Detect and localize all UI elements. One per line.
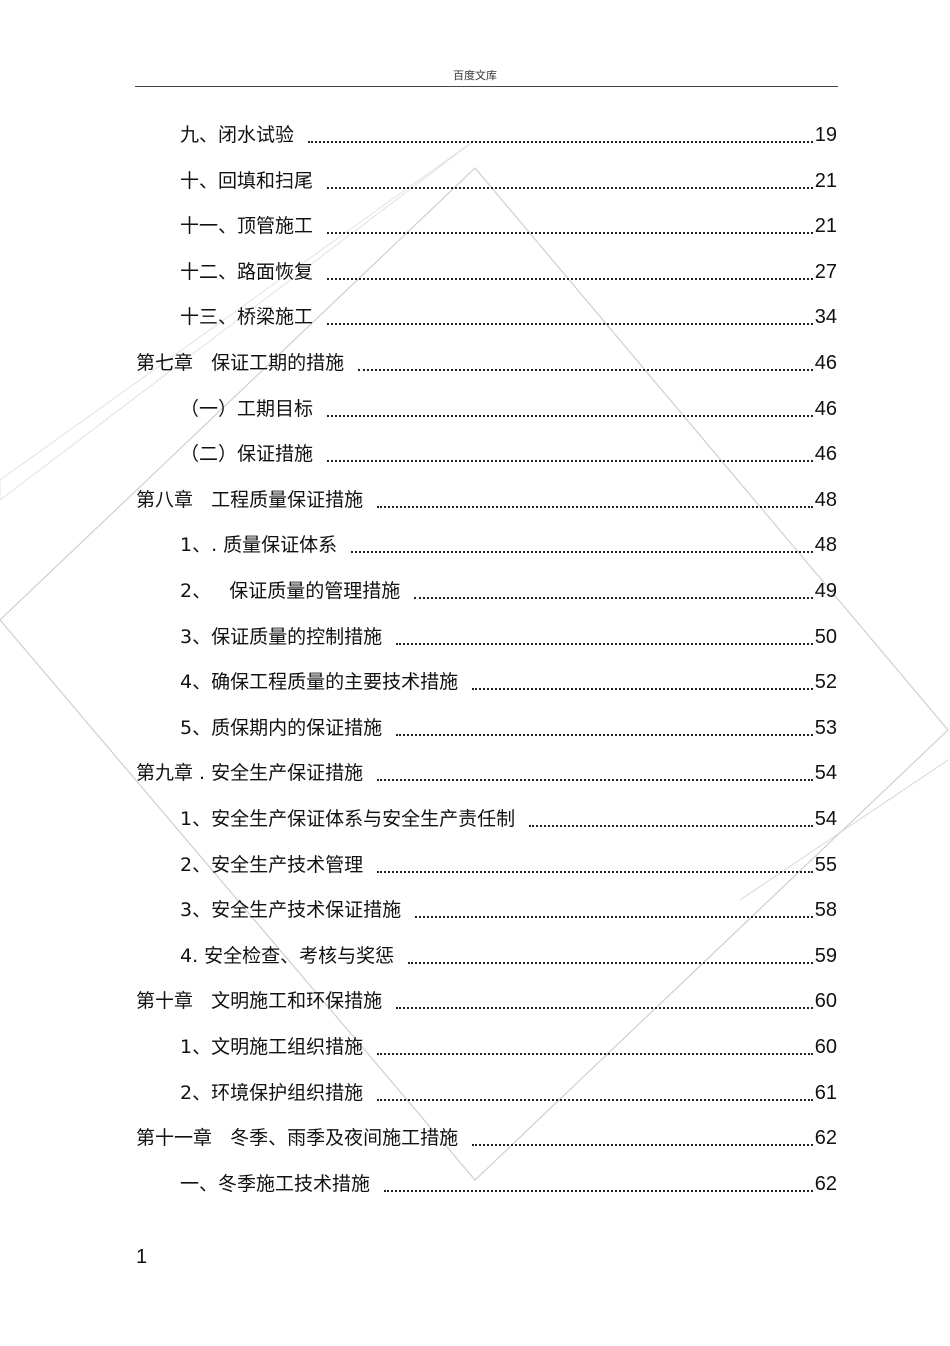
toc-entry[interactable]: 1、安全生产保证体系与安全生产责任制 54 — [180, 804, 837, 834]
toc-entry-page: 49 — [814, 580, 837, 602]
toc-entry-label: 十一、顶管施工 — [180, 215, 314, 238]
toc-entry-page: 50 — [814, 625, 837, 648]
toc-entry-page: 54 — [814, 762, 837, 785]
toc-entry-label: （二）保证措施 — [180, 443, 314, 466]
toc-entry[interactable]: 2、环境保护组织措施 61 — [180, 1078, 837, 1108]
toc-entry-label: 一、冬季施工技术措施 — [180, 1172, 371, 1195]
toc-entry[interactable]: 一、冬季施工技术措施 62 — [180, 1169, 837, 1199]
toc-entry-label: 5、质保期内的保证措施 — [180, 716, 383, 739]
toc-entry-page: 21 — [814, 169, 837, 192]
toc-entry-label: 十、回填和扫尾 — [180, 169, 314, 192]
toc-entry-label: 第十一章 冬季、雨季及夜间施工措施 — [136, 1127, 459, 1150]
toc-entry-page: 34 — [814, 306, 837, 329]
toc-entry-page: 27 — [814, 260, 837, 283]
toc-entry-label: 4、确保工程质量的主要技术措施 — [180, 671, 459, 694]
toc-entry-page: 59 — [814, 944, 837, 967]
toc-entry-page: 53 — [814, 716, 837, 739]
dot-leader — [415, 916, 813, 919]
toc-entry[interactable]: 十三、桥梁施工 34 — [180, 302, 837, 332]
dot-leader — [472, 688, 813, 691]
dot-leader — [472, 1144, 813, 1147]
toc-entry[interactable]: 1、. 质量保证体系 48 — [180, 530, 837, 560]
dot-leader — [327, 232, 813, 235]
toc-entry-page: 61 — [814, 1081, 837, 1104]
dot-leader — [408, 961, 813, 964]
toc-entry[interactable]: 第九章 . 安全生产保证措施 54 — [136, 758, 837, 788]
toc-entry-page: 19 — [814, 124, 837, 146]
toc-entry-label: 第十章 文明施工和环保措施 — [136, 990, 383, 1013]
toc-entry[interactable]: （二）保证措施 46 — [180, 439, 837, 469]
dot-leader — [351, 551, 813, 554]
toc-entry-page: 54 — [814, 808, 837, 830]
toc-entry-page: 62 — [814, 1127, 837, 1150]
dot-leader — [327, 186, 813, 189]
dot-leader — [529, 825, 813, 827]
dot-leader — [384, 1189, 813, 1192]
toc-entry[interactable]: 第七章 保证工期的措施 46 — [136, 348, 837, 378]
dot-leader — [414, 597, 813, 599]
toc-entry-label: 2、环境保护组织措施 — [180, 1081, 364, 1104]
toc-entry-label: 3、保证质量的控制措施 — [180, 625, 383, 648]
dot-leader — [396, 733, 813, 736]
header-rule — [135, 86, 838, 87]
toc-entry-label: 3、安全生产技术保证措施 — [180, 899, 402, 922]
toc-entry-label: 2、 保证质量的管理措施 — [180, 580, 401, 602]
toc-entry[interactable]: 5、质保期内的保证措施 53 — [180, 713, 837, 743]
toc-entry[interactable]: 十、回填和扫尾 21 — [180, 166, 837, 196]
dot-leader — [377, 1053, 813, 1055]
dot-leader — [358, 369, 813, 371]
toc-entry-page: 52 — [814, 671, 837, 694]
toc-entry-page: 46 — [814, 397, 837, 420]
toc-entry-page: 55 — [814, 853, 837, 876]
dot-leader — [396, 642, 813, 645]
dot-leader — [327, 460, 813, 463]
toc-entry[interactable]: 第十章 文明施工和环保措施 60 — [136, 986, 837, 1016]
page-number: 1 — [136, 1246, 148, 1268]
toc-entry[interactable]: 2、安全生产技术管理 55 — [180, 850, 837, 880]
dot-leader — [377, 870, 813, 873]
toc-entry[interactable]: 4. 安全检查、考核与奖惩 59 — [180, 941, 837, 971]
toc-entry-page: 46 — [814, 352, 837, 374]
toc-entry-label: 1、文明施工组织措施 — [180, 1036, 364, 1058]
toc-entry-page: 60 — [814, 990, 837, 1013]
toc-entry-page: 62 — [814, 1172, 837, 1195]
toc-entry[interactable]: 九、闭水试验 19 — [180, 120, 837, 150]
toc-entry[interactable]: 3、安全生产技术保证措施 58 — [180, 895, 837, 925]
toc-entry-label: 1、安全生产保证体系与安全生产责任制 — [180, 808, 516, 830]
dot-leader — [377, 505, 813, 508]
toc-entry-label: 十二、路面恢复 — [180, 260, 314, 283]
dot-leader — [327, 323, 813, 326]
toc-entry-label: （一）工期目标 — [180, 397, 314, 420]
toc-entry-label: 第七章 保证工期的措施 — [136, 352, 345, 374]
toc-entry-label: 1、. 质量保证体系 — [180, 534, 338, 557]
toc-entry-page: 46 — [814, 443, 837, 466]
toc-entry-label: 九、闭水试验 — [180, 124, 295, 146]
toc-entry-page: 48 — [814, 488, 837, 511]
toc-entry-label: 2、安全生产技术管理 — [180, 853, 364, 876]
toc-entry-page: 48 — [814, 534, 837, 557]
toc-entry[interactable]: 1、文明施工组织措施 60 — [180, 1032, 837, 1062]
toc-entry-label: 第九章 . 安全生产保证措施 — [136, 762, 364, 785]
toc-entry[interactable]: 4、确保工程质量的主要技术措施 52 — [180, 667, 837, 697]
dot-leader — [327, 277, 813, 280]
dot-leader — [308, 141, 813, 143]
toc-entry[interactable]: 十一、顶管施工 21 — [180, 211, 837, 241]
toc-entry[interactable]: 第八章 工程质量保证措施 48 — [136, 485, 837, 515]
page-header: 百度文库 — [453, 69, 497, 82]
toc-entry-label: 4. 安全检查、考核与奖惩 — [180, 944, 395, 967]
dot-leader — [396, 1007, 813, 1010]
toc-entry-page: 21 — [814, 215, 837, 238]
toc-entry[interactable]: （一）工期目标 46 — [180, 394, 837, 424]
toc-entry-page: 58 — [814, 899, 837, 922]
dot-leader — [377, 779, 813, 782]
toc-entry-label: 第八章 工程质量保证措施 — [136, 488, 364, 511]
toc-entry[interactable]: 2、 保证质量的管理措施 49 — [180, 576, 837, 606]
dot-leader — [377, 1098, 813, 1101]
toc-entry-label: 十三、桥梁施工 — [180, 306, 314, 329]
toc-entry[interactable]: 十二、路面恢复 27 — [180, 257, 837, 287]
toc-entry-page: 60 — [814, 1036, 837, 1058]
toc-entry[interactable]: 第十一章 冬季、雨季及夜间施工措施 62 — [136, 1123, 837, 1153]
dot-leader — [327, 414, 813, 417]
toc-entry[interactable]: 3、保证质量的控制措施 50 — [180, 622, 837, 652]
